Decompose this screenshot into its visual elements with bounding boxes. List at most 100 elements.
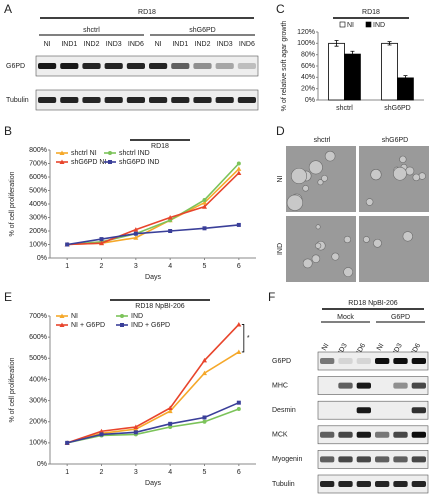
y-tick-label: 40% <box>301 74 315 81</box>
lane-label: IND3 <box>106 41 122 48</box>
marker <box>168 229 173 233</box>
colony <box>286 194 304 211</box>
y-axis-label: % of cell proliferation <box>9 357 16 422</box>
x-tick-label: 3 <box>134 263 138 270</box>
blot-strip <box>317 400 429 420</box>
marker <box>202 197 207 202</box>
x-tick-label: 6 <box>237 263 241 270</box>
marker <box>59 313 65 318</box>
band <box>411 431 426 438</box>
marker <box>120 314 124 318</box>
marker <box>202 200 207 205</box>
colony <box>365 198 374 206</box>
colony <box>317 179 324 186</box>
x-tick-label: shctrl <box>336 105 353 112</box>
row-label: Tubulin <box>272 481 295 488</box>
lane-label: NI <box>44 41 51 48</box>
lane-label: IND2 <box>195 41 211 48</box>
colony <box>290 167 308 185</box>
marker <box>65 440 70 445</box>
band <box>237 63 256 69</box>
band <box>356 456 371 463</box>
marker <box>99 237 104 242</box>
blot-strip <box>317 376 429 395</box>
legend-label: shctrl IND <box>119 150 150 157</box>
column-label: shctrl <box>314 137 331 144</box>
band <box>171 97 190 103</box>
error-bar <box>387 41 392 46</box>
panel-label: F <box>268 290 275 304</box>
lane-label: NI <box>376 342 386 352</box>
band <box>393 407 407 413</box>
y-axis-label: % of cell proliferation <box>9 171 16 236</box>
band <box>393 431 408 438</box>
bracket <box>241 324 245 353</box>
band <box>320 383 334 389</box>
band <box>193 97 212 103</box>
colony <box>412 173 420 182</box>
band <box>411 481 426 487</box>
series-line <box>66 351 240 444</box>
marker <box>120 323 124 327</box>
band <box>320 456 335 463</box>
error-bar <box>403 75 408 81</box>
chart-title: RD18 <box>151 143 169 150</box>
blot-strip <box>35 55 259 77</box>
y-tick-label: 200% <box>29 419 47 426</box>
band <box>60 63 79 69</box>
band <box>149 63 168 69</box>
marker <box>99 428 104 434</box>
row-label: Myogenin <box>272 456 302 463</box>
lane-label: IND2 <box>84 41 100 48</box>
panel-label: B <box>4 124 12 138</box>
panel-label: D <box>276 124 285 138</box>
column-label: shG6PD <box>382 137 408 144</box>
x-tick-label: 1 <box>65 263 69 270</box>
y-tick-label: 0% <box>37 255 47 262</box>
y-tick-label: 0% <box>37 461 47 468</box>
y-tick-label: 800% <box>29 147 47 154</box>
y-tick-label: 300% <box>29 397 47 404</box>
marker <box>108 151 112 155</box>
colony <box>321 174 328 182</box>
marker <box>236 170 242 175</box>
marker <box>108 160 112 164</box>
legend-label: NI <box>347 22 354 29</box>
band <box>411 456 426 463</box>
marker <box>202 415 207 420</box>
y-tick-label: 500% <box>29 355 47 362</box>
band <box>356 358 371 364</box>
group-label: shG6PD <box>189 27 215 34</box>
colony <box>302 185 309 192</box>
band <box>126 63 145 69</box>
panel-label: E <box>4 290 12 304</box>
legend-label: NI + G6PD <box>71 322 105 329</box>
band <box>38 63 57 69</box>
x-tick-label: 1 <box>65 469 69 476</box>
marker <box>202 357 207 363</box>
band <box>320 407 334 413</box>
blot-title: RD18 <box>138 9 156 16</box>
x-tick-label: 5 <box>203 469 207 476</box>
marker <box>167 408 173 414</box>
chart-title: RD18 NpBI-206 <box>135 303 185 310</box>
band <box>320 431 335 438</box>
colony <box>399 155 407 163</box>
x-tick-label: 4 <box>168 469 172 476</box>
series-line <box>67 162 240 246</box>
y-tick-label: 300% <box>29 214 47 221</box>
band <box>375 456 390 463</box>
colony <box>315 224 321 230</box>
band <box>375 407 389 413</box>
legend-label: shG6PD IND <box>119 159 159 166</box>
y-tick-label: 100% <box>29 440 47 447</box>
band <box>356 481 371 487</box>
lane-label: IND6 <box>239 41 255 48</box>
band <box>215 97 234 103</box>
colony <box>373 238 382 248</box>
colony <box>343 267 354 277</box>
legend-label: IND <box>373 22 385 29</box>
colony <box>308 160 323 175</box>
row-label: IND <box>277 243 284 255</box>
marker <box>236 407 241 412</box>
